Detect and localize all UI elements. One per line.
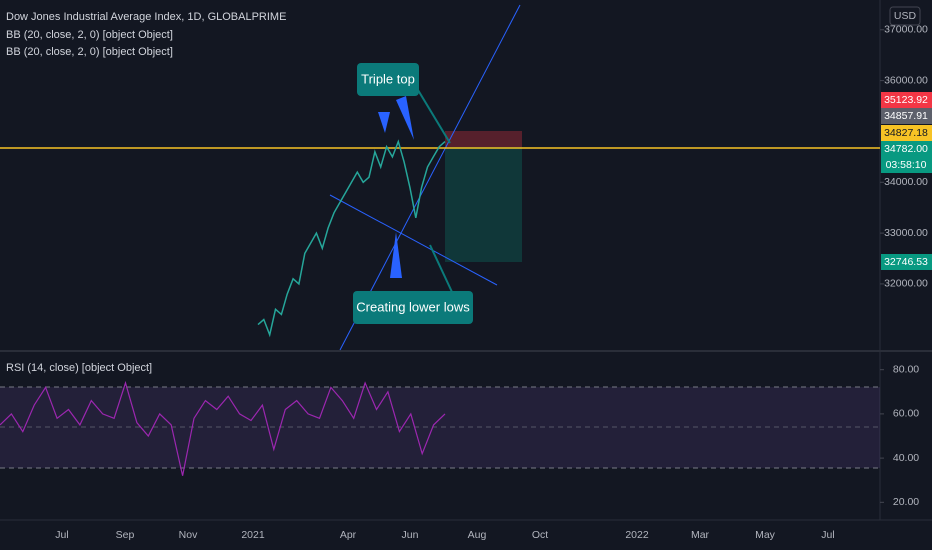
indicator-label: BB (20, close, 2, 0) [object Object] bbox=[6, 29, 173, 41]
badge bbox=[881, 108, 932, 124]
callout-pointer bbox=[417, 89, 451, 144]
time-label: Sep bbox=[116, 529, 135, 541]
time-label: Jul bbox=[821, 529, 834, 541]
rsi-tick-label: 40.00 bbox=[893, 452, 919, 464]
stop-zone bbox=[445, 131, 522, 147]
time-label: Aug bbox=[468, 529, 487, 541]
trend-line bbox=[329, 194, 498, 286]
badge-text: 32746.53 bbox=[884, 256, 928, 268]
arrow bbox=[396, 96, 414, 140]
rsi-series bbox=[0, 380, 446, 476]
price-tick-label: 36000.00 bbox=[884, 74, 928, 86]
badge-text: 03:58:10 bbox=[886, 159, 927, 171]
time-label: Jul bbox=[55, 529, 68, 541]
time-label: May bbox=[755, 529, 776, 541]
time-label: 2022 bbox=[625, 529, 649, 541]
currency-box bbox=[889, 6, 921, 26]
price-tick-label: 33000.00 bbox=[884, 227, 928, 239]
price-tick-label: 32000.00 bbox=[884, 278, 928, 290]
annotation: Triple top bbox=[361, 71, 415, 86]
time-label: Mar bbox=[691, 529, 710, 541]
rsi-tick-label: 80.00 bbox=[893, 363, 919, 375]
annotation: Creating lower lows bbox=[356, 299, 470, 314]
time-axis: Jul Sep Nov 2021 Apr Jun Aug Oct 2022 Ma… bbox=[55, 529, 834, 541]
badge bbox=[881, 125, 932, 141]
badge-text: 34782.00 bbox=[884, 143, 928, 155]
rsi-tick-label: 20.00 bbox=[893, 496, 919, 508]
arrow bbox=[378, 112, 390, 133]
indicator-label: BB (20, close, 2, 0) [object Object] bbox=[6, 46, 173, 58]
callout-pointer bbox=[429, 244, 453, 293]
badge bbox=[881, 254, 932, 270]
price-series bbox=[257, 139, 446, 338]
callout bbox=[357, 63, 419, 96]
time-label: 2021 bbox=[241, 529, 265, 541]
badge-text: 35123.92 bbox=[884, 94, 928, 106]
badge-text: 34827.18 bbox=[884, 127, 928, 139]
price-tick-label: 34000.00 bbox=[884, 176, 928, 188]
currency: USD bbox=[894, 10, 917, 22]
price-tick-label: 37000.00 bbox=[884, 24, 928, 36]
symbol-title: Dow Jones Industrial Average Index, 1D, … bbox=[6, 11, 286, 23]
arrow bbox=[390, 232, 402, 278]
target-zone bbox=[445, 147, 522, 262]
callout bbox=[353, 291, 473, 324]
time-label: Jun bbox=[402, 529, 419, 541]
badge-text: 34857.91 bbox=[884, 110, 928, 122]
time-label: Oct bbox=[532, 529, 548, 541]
time-label: Nov bbox=[179, 529, 198, 541]
rsi-tick-label: 60.00 bbox=[893, 408, 919, 420]
badge bbox=[881, 92, 932, 108]
time-label: Apr bbox=[340, 529, 357, 541]
rsi-title: RSI (14, close) [object Object] bbox=[6, 362, 152, 374]
badge bbox=[881, 141, 932, 173]
